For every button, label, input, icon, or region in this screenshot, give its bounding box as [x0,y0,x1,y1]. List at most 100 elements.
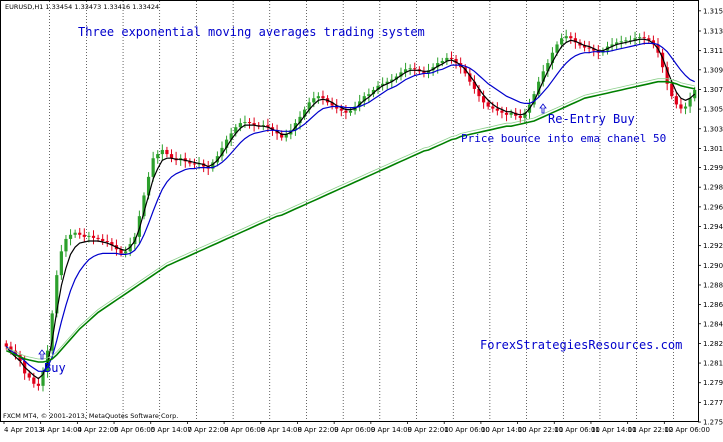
candle-body [344,110,348,113]
candle-body [101,238,105,241]
candle-body [541,71,545,82]
x-tick-label: 5 Apr 06:00 [114,426,155,434]
candle-body [385,81,389,84]
candle-body [449,57,454,59]
candle-body [573,38,577,43]
x-tick-label: 5 Apr 14:00 [151,426,192,434]
candle-body [408,68,412,70]
candle-body [481,96,486,103]
candle-body [169,154,174,159]
copyright-footer: FXCM MT4, © 2001-2013, MetaQuotes Softwa… [3,412,178,420]
annotation-label: Price bounce into ema chanel 50 [461,132,666,145]
candle-body [156,154,160,159]
candle-body [280,133,284,138]
x-tick-label: 10 Apr 06:00 [444,426,490,434]
y-tick-label: 1.27530 [703,419,723,427]
candle-body [445,57,449,61]
candle-body [284,134,288,138]
candle-body [555,44,559,53]
candle-body [491,106,495,109]
candle-body [298,116,302,124]
ema-lines [5,38,696,380]
candle-body [247,122,252,124]
candle-body [693,89,697,99]
candle-body [211,162,215,169]
ema-channel-upper [6,78,695,360]
y-tick-label: 1.29990 [703,164,723,172]
candle-body [376,85,380,90]
candle-body [504,112,509,115]
x-tick-label: 11 Apr 22:00 [628,426,674,434]
candle-body [477,88,481,97]
candle-body [615,42,619,45]
y-tick-label: 1.28290 [703,340,723,348]
ema-line-3 [5,80,695,363]
y-tick-label: 1.27910 [703,379,723,387]
candle-body [560,38,564,45]
candle-body [651,40,656,45]
candle-body [55,275,59,314]
ema-line-2 [5,42,695,372]
candle-body [73,232,77,235]
candle-body [587,47,591,49]
y-tick-label: 1.29420 [703,223,723,231]
candle-body [422,71,426,74]
candle-body [564,36,568,39]
y-tick-label: 1.28665 [703,301,723,309]
candle-body [367,94,371,97]
candle-body [468,73,472,82]
candle-body [660,52,665,68]
y-tick-label: 1.31310 [703,28,723,36]
candle-body [220,147,224,157]
candle-body [124,251,128,254]
y-tick-label: 1.29235 [703,242,723,250]
y-tick-label: 1.30745 [703,86,723,94]
candle-body [509,112,513,115]
candle-body [610,44,614,47]
candle-body [160,149,164,155]
candle-body [87,235,91,237]
vertical-grid [49,1,674,421]
candle-body [537,81,541,95]
candle-body [229,133,233,140]
candle-body [436,63,440,68]
x-tick-label: 10 Apr 14:00 [481,426,527,434]
chart-title: Three exponential moving averages tradin… [78,25,425,39]
candle-body [495,108,499,111]
candle-body [518,115,522,118]
y-tick-label: 1.30365 [703,125,723,133]
plot-frame [0,0,699,422]
x-tick-label: 10 Apr 22:00 [518,426,564,434]
candle-body [642,37,646,39]
candle-body [91,235,96,238]
x-tick-label: 4 Apr 2013 [4,426,43,434]
candle-body [674,96,678,105]
candle-body [9,346,13,351]
y-tick-label: 1.28855 [703,281,723,289]
candle-body [500,110,504,113]
candle-body [142,195,146,217]
candle-body [146,176,151,196]
x-tick-label: 8 Apr 22:00 [297,426,338,434]
y-tick-label: 1.29045 [703,262,723,270]
candle-body [165,149,169,155]
candle-body [633,38,637,41]
x-tick-label: 8 Apr 14:00 [261,426,302,434]
candle-body [110,242,114,246]
annotations: Buy Re-Entry Buy Price bounce into ema cha… [38,103,666,375]
candle-body [670,83,674,97]
candle-body [399,72,403,77]
candle-body [243,122,247,124]
candle-body [50,313,54,351]
candle-body [582,45,587,48]
candle-body [569,36,573,39]
candle-body [266,125,270,128]
candle-body [619,41,623,43]
candle-body [68,234,73,239]
x-tick-label: 9 Apr 06:00 [334,426,375,434]
candle-body [592,48,596,51]
candle-body [224,139,229,148]
ema-line-1 [5,38,696,380]
candle-body [302,109,307,117]
